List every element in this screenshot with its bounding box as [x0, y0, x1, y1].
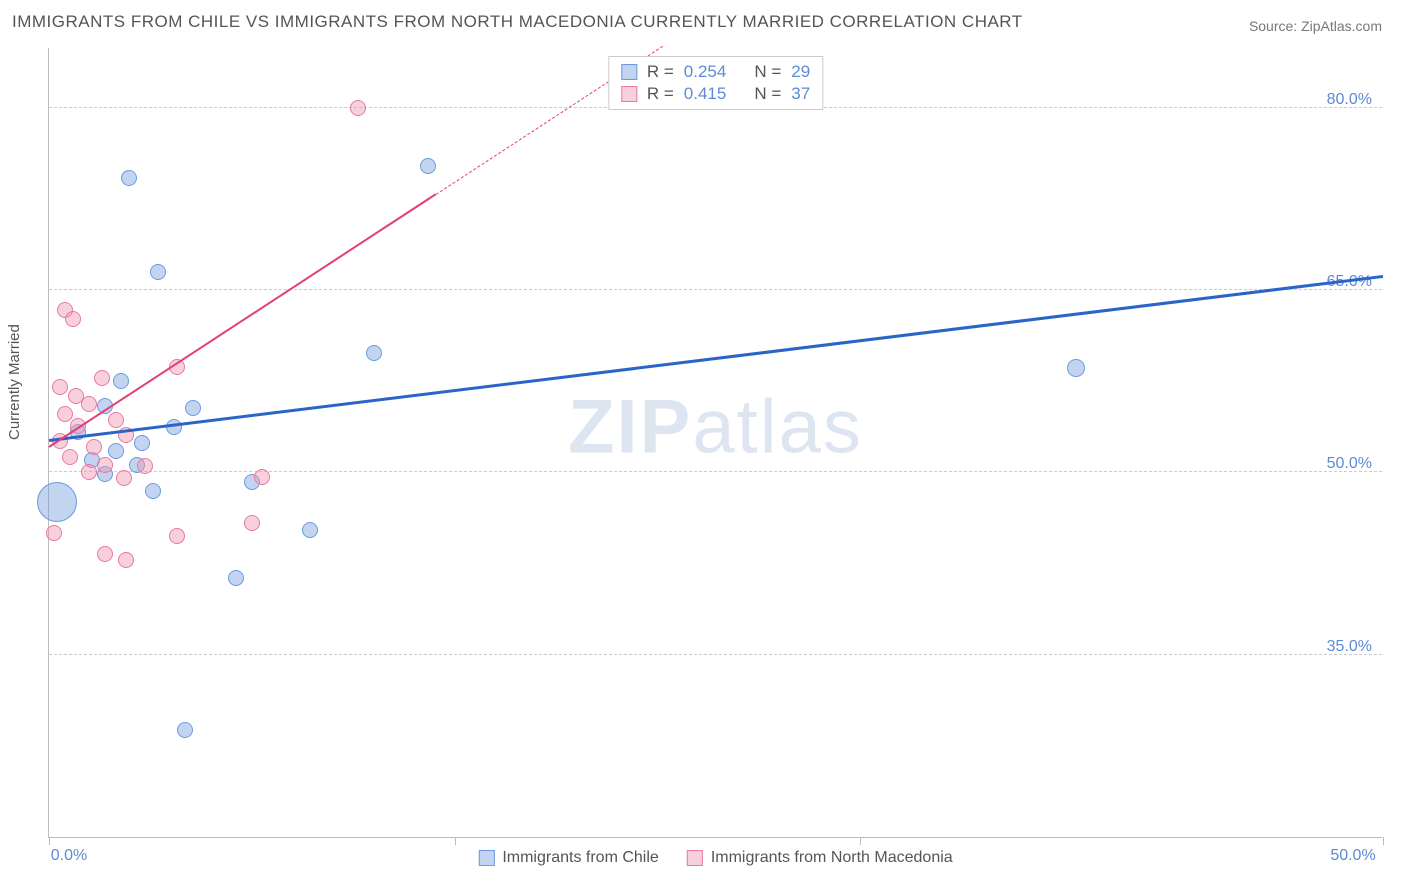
gridline	[49, 289, 1382, 290]
data-point	[118, 552, 134, 568]
data-point	[244, 515, 260, 531]
legend-label: Immigrants from Chile	[502, 849, 658, 867]
chart-title: IMMIGRANTS FROM CHILE VS IMMIGRANTS FROM…	[12, 12, 1023, 32]
data-point	[52, 379, 68, 395]
data-point	[62, 449, 78, 465]
data-point	[137, 458, 153, 474]
n-value: 29	[791, 62, 810, 82]
n-label: N =	[754, 62, 781, 82]
gridline	[49, 471, 1382, 472]
x-tick-label: 0.0%	[51, 847, 87, 865]
legend-row-chile: R = 0.254 N = 29	[621, 61, 810, 83]
n-value: 37	[791, 84, 810, 104]
watermark: ZIPatlas	[568, 383, 863, 470]
series-legend: Immigrants from Chile Immigrants from No…	[478, 849, 952, 867]
x-tick	[1383, 837, 1384, 845]
y-axis-label: Currently Married	[6, 324, 23, 440]
x-tick	[455, 837, 456, 845]
data-point	[185, 400, 201, 416]
data-point	[150, 264, 166, 280]
data-point	[145, 483, 161, 499]
data-point	[228, 570, 244, 586]
data-point	[1067, 359, 1085, 377]
r-label: R =	[647, 62, 674, 82]
correlation-legend: R = 0.254 N = 29 R = 0.415 N = 37	[608, 56, 823, 110]
data-point	[94, 370, 110, 386]
data-point	[121, 170, 137, 186]
y-tick-label: 35.0%	[1327, 638, 1372, 656]
legend-row-macedonia: R = 0.415 N = 37	[621, 83, 810, 105]
data-point	[81, 464, 97, 480]
r-value: 0.415	[684, 84, 727, 104]
x-tick-label: 50.0%	[1330, 847, 1375, 865]
data-point	[86, 439, 102, 455]
data-point	[420, 158, 436, 174]
data-point	[37, 482, 77, 522]
y-tick-label: 50.0%	[1327, 455, 1372, 473]
data-point	[108, 412, 124, 428]
watermark-bold: ZIP	[568, 384, 692, 469]
watermark-rest: atlas	[692, 384, 863, 469]
legend-item-macedonia: Immigrants from North Macedonia	[687, 849, 953, 867]
gridline	[49, 654, 1382, 655]
r-label: R =	[647, 84, 674, 104]
data-point	[134, 435, 150, 451]
x-tick	[49, 837, 50, 845]
x-tick	[860, 837, 861, 845]
data-point	[177, 722, 193, 738]
swatch-icon	[478, 850, 494, 866]
data-point	[169, 528, 185, 544]
legend-label: Immigrants from North Macedonia	[711, 849, 953, 867]
data-point	[350, 100, 366, 116]
scatter-chart: ZIPatlas R = 0.254 N = 29 R = 0.415 N = …	[48, 48, 1382, 838]
n-label: N =	[754, 84, 781, 104]
data-point	[57, 406, 73, 422]
legend-item-chile: Immigrants from Chile	[478, 849, 658, 867]
data-point	[113, 373, 129, 389]
data-point	[302, 522, 318, 538]
data-point	[254, 469, 270, 485]
r-value: 0.254	[684, 62, 727, 82]
data-point	[46, 525, 62, 541]
y-tick-label: 80.0%	[1327, 91, 1372, 109]
trend-line	[48, 193, 436, 448]
data-point	[108, 443, 124, 459]
swatch-icon	[687, 850, 703, 866]
data-point	[97, 546, 113, 562]
swatch-icon	[621, 86, 637, 102]
data-point	[81, 396, 97, 412]
source-label: Source: ZipAtlas.com	[1249, 18, 1382, 34]
data-point	[97, 457, 113, 473]
data-point	[116, 470, 132, 486]
data-point	[65, 311, 81, 327]
data-point	[366, 345, 382, 361]
swatch-icon	[621, 64, 637, 80]
